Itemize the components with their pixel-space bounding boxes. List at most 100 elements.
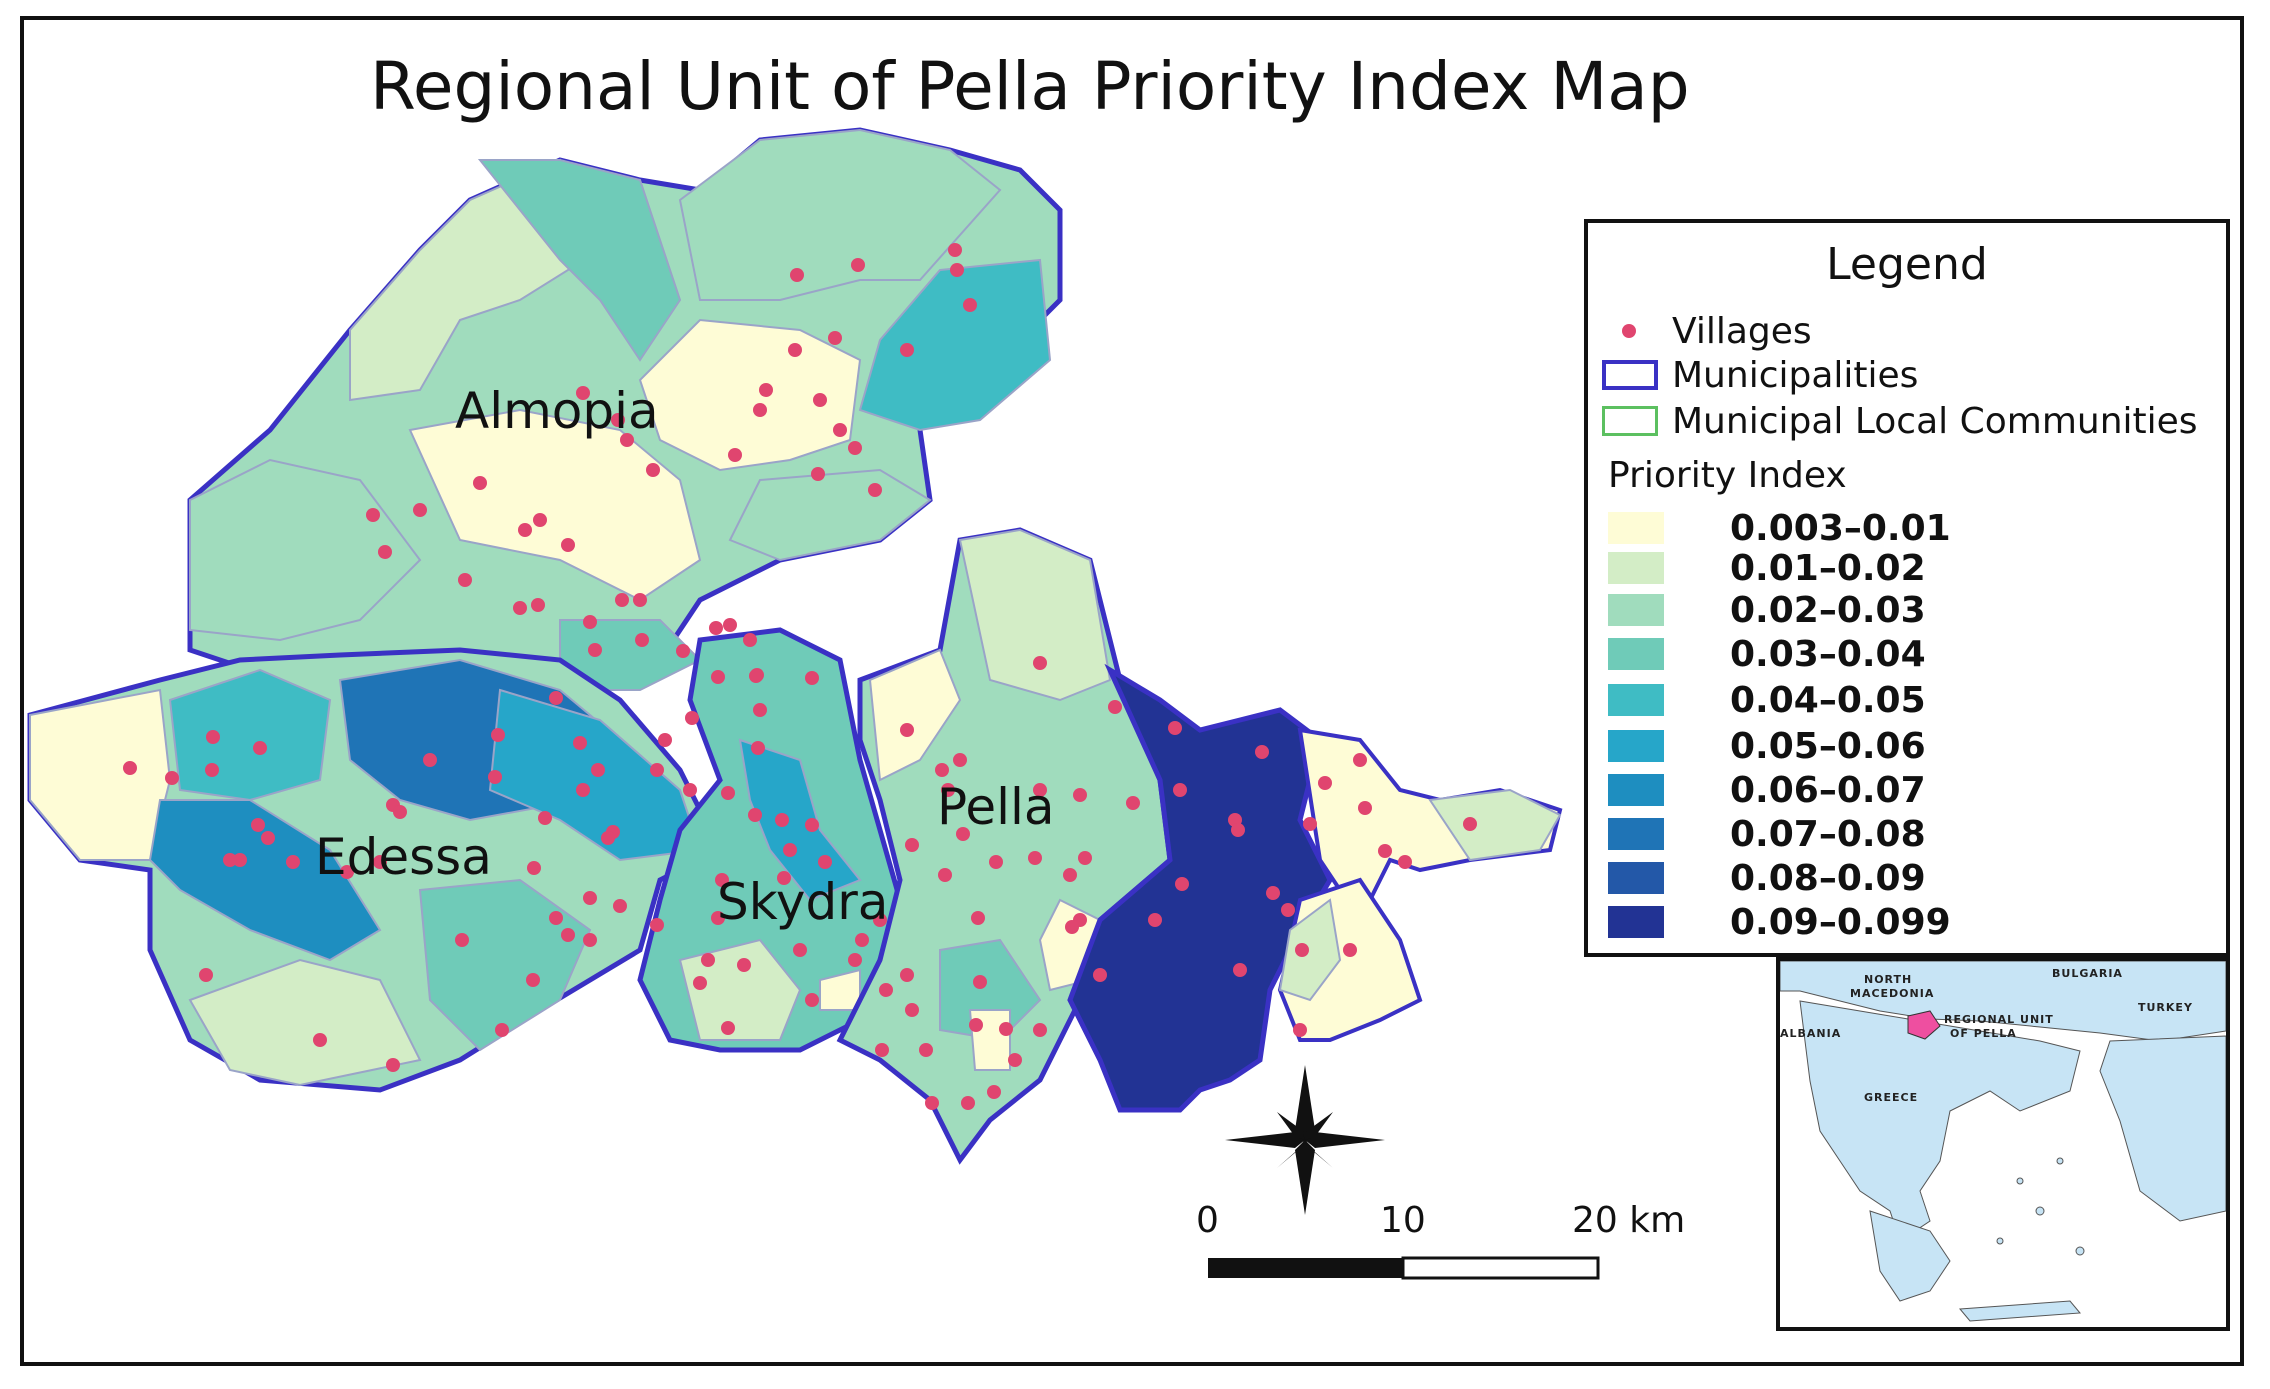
village-point <box>743 633 757 647</box>
village-point <box>261 831 275 845</box>
village-point <box>1293 1023 1307 1037</box>
village-point <box>868 483 882 497</box>
village-point <box>961 1096 975 1110</box>
village-point <box>591 763 605 777</box>
village-point <box>919 1043 933 1057</box>
community-area <box>477 159 682 362</box>
village-point <box>583 933 597 947</box>
village-point <box>1303 817 1317 831</box>
legend-panel: Legend Villages Municipalities Municipal… <box>1584 219 2230 957</box>
village-point <box>223 853 237 867</box>
village-point <box>206 730 220 744</box>
priority-swatch <box>1608 730 1664 762</box>
village-point <box>935 763 949 777</box>
priority-class-label: 0.09–0.099 <box>1730 901 1951 943</box>
village-point <box>1063 868 1077 882</box>
priority-class-8: 0.08–0.09 <box>1608 858 1926 899</box>
village-point <box>1108 700 1122 714</box>
village-dot-icon <box>1602 316 1658 346</box>
municipality-outline-icon <box>1602 360 1658 390</box>
village-point <box>989 855 1003 869</box>
community-area <box>1278 898 1342 1002</box>
village-point <box>775 813 789 827</box>
village-point <box>1295 943 1309 957</box>
village-point <box>633 593 647 607</box>
village-point <box>373 855 387 869</box>
village-point <box>828 331 842 345</box>
priority-swatch <box>1608 774 1664 806</box>
priority-swatch <box>1608 862 1664 894</box>
priority-swatch <box>1608 818 1664 850</box>
inset-label-bulgaria: BULGARIA <box>2052 967 2123 980</box>
village-point <box>513 601 527 615</box>
scale-label-10: 10 <box>1380 1200 1426 1241</box>
village-point <box>788 343 802 357</box>
village-point <box>953 753 967 767</box>
village-point <box>1318 776 1332 790</box>
inset-label-north: NORTH <box>1864 973 1913 986</box>
village-point <box>1398 855 1412 869</box>
village-point <box>527 861 541 875</box>
village-point <box>286 855 300 869</box>
inset-label-albania: ALBANIA <box>1780 1027 1842 1040</box>
community-area <box>1428 788 1562 862</box>
village-point <box>251 818 265 832</box>
village-point <box>573 736 587 750</box>
community-area <box>148 799 382 962</box>
community-area <box>858 258 1052 432</box>
priority-swatch <box>1608 638 1664 670</box>
village-point <box>973 975 987 989</box>
village-point <box>941 783 955 797</box>
label-pella: Pella <box>937 778 1055 836</box>
village-point <box>905 838 919 852</box>
village-point <box>1093 968 1107 982</box>
village-point <box>1033 1023 1047 1037</box>
village-point <box>1281 903 1295 917</box>
priority-swatch <box>1608 594 1664 626</box>
village-point <box>650 763 664 777</box>
village-point <box>583 615 597 629</box>
village-point <box>561 928 575 942</box>
inset-land-north <box>1780 961 2226 1042</box>
community-area <box>638 318 862 472</box>
village-point <box>873 913 887 927</box>
scale-label-20: 20 km <box>1572 1200 1686 1241</box>
inset-label-region: REGIONAL UNIT <box>1944 1013 2054 1026</box>
priority-class-4: 0.04–0.05 <box>1608 680 1926 721</box>
village-point <box>900 968 914 982</box>
village-point <box>1028 851 1042 865</box>
label-edessa: Edessa <box>315 828 492 886</box>
village-point <box>905 1003 919 1017</box>
village-point <box>366 508 380 522</box>
village-point <box>423 753 437 767</box>
village-point <box>751 741 765 755</box>
inset-region-pella <box>1907 1010 1941 1040</box>
village-point <box>549 911 563 925</box>
map-title: Regional Unit of Pella Priority Index Ma… <box>370 48 1690 125</box>
inset-label-macedonia: MACEDONIA <box>1850 987 1935 1000</box>
village-point <box>1343 943 1357 957</box>
village-point <box>1033 783 1047 797</box>
community-area <box>189 458 422 642</box>
priority-class-label: 0.003–0.01 <box>1730 507 1951 549</box>
village-point <box>378 545 392 559</box>
village-point <box>1378 844 1392 858</box>
priority-swatch <box>1608 552 1664 584</box>
village-point <box>1233 963 1247 977</box>
label-almopia: Almopia <box>455 382 659 440</box>
village-point <box>1148 913 1162 927</box>
priority-class-label: 0.05–0.06 <box>1730 725 1926 767</box>
inset-label-turkey: TURKEY <box>2138 1001 2193 1014</box>
village-point <box>635 633 649 647</box>
village-point <box>538 811 552 825</box>
community-area <box>418 878 592 1052</box>
inset-land-greece <box>1799 1000 2081 1242</box>
priority-class-3: 0.03–0.04 <box>1608 634 1926 675</box>
village-point <box>793 943 807 957</box>
village-point <box>1033 656 1047 670</box>
village-point <box>693 976 707 990</box>
village-point <box>615 593 629 607</box>
village-point <box>413 503 427 517</box>
village-point <box>925 1096 939 1110</box>
